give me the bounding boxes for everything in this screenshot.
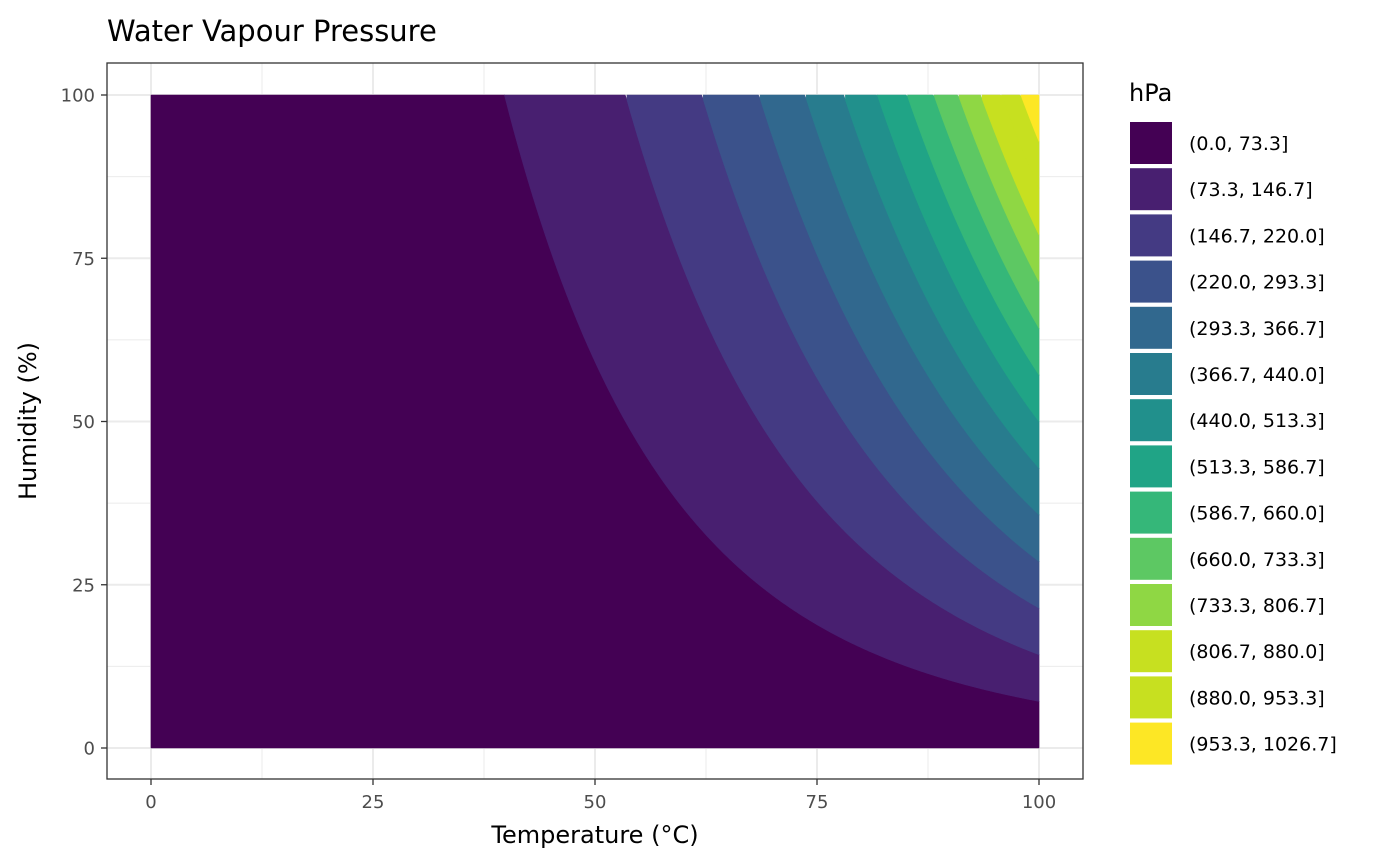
legend-key xyxy=(1130,630,1172,673)
legend-key xyxy=(1130,722,1172,765)
legend-label: (220.0, 293.3] xyxy=(1189,272,1325,294)
y-tick-label: 75 xyxy=(72,249,95,270)
x-tick-label: 0 xyxy=(145,792,156,813)
legend-key xyxy=(1130,399,1172,442)
y-axis-title: Humidity (%) xyxy=(14,342,42,500)
legend-label: (73.3, 146.7] xyxy=(1189,179,1313,201)
x-tick-label: 100 xyxy=(1022,792,1056,813)
legend-key xyxy=(1130,584,1172,626)
x-tick-label: 75 xyxy=(806,792,829,813)
legend-label: (953.3, 1026.7] xyxy=(1189,734,1337,756)
legend: hPa (0.0, 73.3] (73.3, 146.7] (146.7, 220.… xyxy=(1129,79,1337,765)
legend-key xyxy=(1130,445,1172,488)
legend-label: (0.0, 73.3] xyxy=(1189,133,1288,155)
chart-title: Water Vapour Pressure xyxy=(107,14,437,48)
legend-label: (806.7, 880.0] xyxy=(1189,641,1325,663)
legend-label: (146.7, 220.0] xyxy=(1189,225,1325,247)
legend-label: (440.0, 513.3] xyxy=(1189,410,1325,432)
legend-label: (513.3, 586.7] xyxy=(1189,456,1325,478)
x-axis-title: Temperature (°C) xyxy=(490,821,698,849)
y-tick-label: 50 xyxy=(72,412,95,433)
legend-title: hPa xyxy=(1129,79,1172,107)
legend-label: (366.7, 440.0] xyxy=(1189,364,1325,386)
legend-key xyxy=(1130,491,1172,534)
x-tick-label: 25 xyxy=(362,792,385,813)
legend-key xyxy=(1130,676,1172,719)
y-tick-label: 25 xyxy=(72,575,95,596)
contour-band-14 xyxy=(1020,94,1040,142)
legend-key xyxy=(1130,214,1172,257)
y-tick-label: 100 xyxy=(61,86,95,107)
legend-label: (586.7, 660.0] xyxy=(1189,503,1325,525)
legend-key xyxy=(1130,168,1172,211)
legend-key xyxy=(1130,306,1172,349)
legend-key xyxy=(1130,260,1172,303)
x-tick-label: 50 xyxy=(584,792,607,813)
legend-label: (660.0, 733.3] xyxy=(1189,549,1325,571)
axes: 0 25 50 75 100 0 25 50 75 100 xyxy=(61,86,1057,814)
contour-bands xyxy=(150,94,1040,749)
legend-label: (733.3, 806.7] xyxy=(1189,595,1325,617)
legend-key xyxy=(1130,353,1172,395)
legend-label: (293.3, 366.7] xyxy=(1189,318,1325,340)
legend-key xyxy=(1130,537,1172,580)
legend-label: (880.0, 953.3] xyxy=(1189,687,1325,709)
plot-panel xyxy=(106,62,1084,780)
legend-key xyxy=(1130,122,1172,164)
y-tick-label: 0 xyxy=(84,739,95,760)
